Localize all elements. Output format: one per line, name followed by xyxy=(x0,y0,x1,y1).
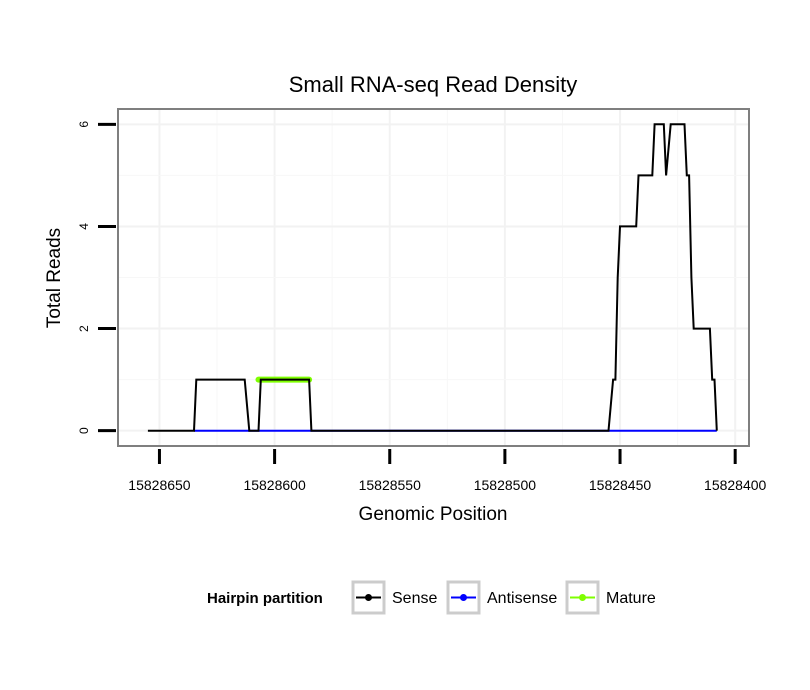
series-line-sense xyxy=(147,123,718,432)
legend-label: Antisense xyxy=(487,590,557,607)
x-axis-title: Genomic Position xyxy=(359,504,508,525)
legend-label: Mature xyxy=(606,590,656,607)
legend-key-point xyxy=(579,594,586,601)
legend-item-sense: Sense xyxy=(351,580,437,615)
x-tick-label: 15828650 xyxy=(128,477,191,493)
chart-title: Small RNA-seq Read Density xyxy=(289,72,578,97)
y-tick-label: 2 xyxy=(77,325,91,332)
x-tick-label: 15828450 xyxy=(589,477,652,493)
legend-label: Sense xyxy=(392,590,437,607)
legend-key-point xyxy=(460,594,467,601)
legend-items: Sense Antisense Mature xyxy=(351,580,656,615)
x-tick-label: 15828500 xyxy=(474,477,537,493)
legend-item-antisense: Antisense xyxy=(446,580,557,615)
y-tick-label: 0 xyxy=(77,427,91,434)
legend-key-point xyxy=(365,594,372,601)
legend: Hairpin partition Sense Antisense Mature xyxy=(207,580,656,615)
y-axis: 0 2 4 6 xyxy=(77,121,116,434)
y-tick-label: 4 xyxy=(77,223,91,230)
plot-panel-border xyxy=(117,108,750,447)
legend-item-mature: Mature xyxy=(565,580,656,615)
legend-title: Hairpin partition xyxy=(207,590,323,607)
x-tick-label: 15828550 xyxy=(359,477,422,493)
data-series xyxy=(147,123,718,432)
y-tick-label: 6 xyxy=(77,121,91,128)
x-tick-label: 15828400 xyxy=(704,477,767,493)
y-axis-title: Total Reads xyxy=(44,228,65,328)
x-axis: 15828650 15828600 15828550 15828500 15828450… xyxy=(128,449,767,493)
x-tick-label: 15828600 xyxy=(243,477,306,493)
